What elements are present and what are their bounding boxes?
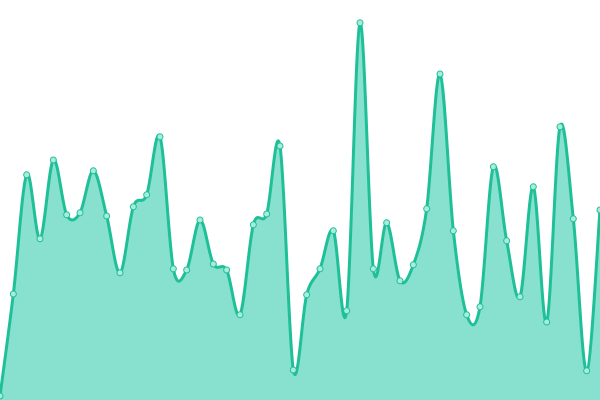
data-point <box>516 293 524 301</box>
data-point <box>503 237 511 245</box>
data-point <box>529 183 537 191</box>
data-point <box>169 265 177 273</box>
data-point <box>156 133 164 141</box>
data-point <box>476 303 484 311</box>
data-point <box>116 269 124 277</box>
data-point <box>0 392 4 400</box>
data-point <box>436 70 444 78</box>
data-point <box>129 203 137 211</box>
data-point <box>343 307 351 315</box>
data-point <box>556 123 564 131</box>
data-point <box>209 260 217 268</box>
data-point <box>449 227 457 235</box>
series-line <box>0 21 600 397</box>
data-point <box>423 205 431 213</box>
data-point <box>329 227 337 235</box>
data-point <box>236 311 244 319</box>
data-point <box>89 167 97 175</box>
data-point <box>369 265 377 273</box>
data-point <box>596 206 600 214</box>
data-point <box>383 219 391 227</box>
data-point <box>569 215 577 223</box>
data-point <box>196 216 204 224</box>
data-point <box>143 191 151 199</box>
data-point <box>356 19 364 27</box>
data-point <box>409 261 417 269</box>
data-point <box>223 266 231 274</box>
data-point <box>49 156 57 164</box>
data-point <box>23 171 31 179</box>
data-point <box>36 235 44 243</box>
data-point <box>463 311 471 319</box>
data-point <box>316 265 324 273</box>
data-point <box>489 163 497 171</box>
data-point <box>583 367 591 375</box>
data-point <box>103 212 111 220</box>
data-point <box>543 318 551 326</box>
data-point <box>76 209 84 217</box>
area-fill <box>0 22 600 400</box>
data-point <box>276 142 284 150</box>
data-point <box>9 290 17 298</box>
data-point <box>249 221 257 229</box>
data-point <box>303 291 311 299</box>
data-point <box>289 366 297 374</box>
data-point <box>396 277 404 285</box>
data-points <box>0 19 600 400</box>
data-point <box>183 266 191 274</box>
data-point <box>63 211 71 219</box>
data-point <box>263 210 271 218</box>
